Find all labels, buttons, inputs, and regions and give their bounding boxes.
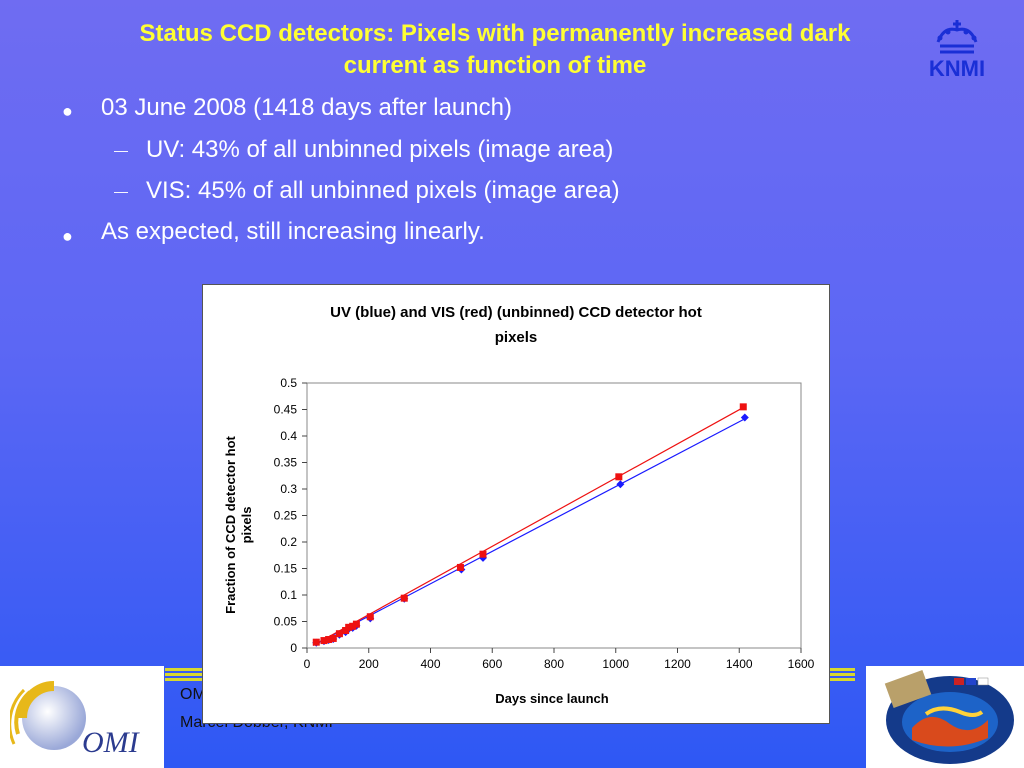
data-point-vis bbox=[366, 613, 374, 621]
data-point-uv bbox=[616, 480, 625, 489]
data-point-vis bbox=[739, 403, 747, 411]
omi-logo-text: OMI bbox=[82, 726, 139, 759]
data-point-vis bbox=[329, 634, 337, 642]
omi-logo: OMI bbox=[0, 666, 164, 768]
data-point-vis bbox=[615, 473, 623, 481]
bullet-marker: ● bbox=[62, 226, 73, 246]
trendline-uv bbox=[312, 417, 746, 646]
x-tick-label: 1400 bbox=[726, 657, 753, 671]
x-tick-label: 800 bbox=[544, 657, 564, 671]
slide-title: Status CCD detectors: Pixels with perman… bbox=[40, 18, 950, 82]
data-point-vis bbox=[400, 594, 408, 602]
data-point-vis bbox=[345, 623, 353, 631]
x-tick-label: 400 bbox=[420, 657, 440, 671]
data-point-vis bbox=[456, 563, 464, 571]
y-tick-label: 0.25 bbox=[274, 509, 298, 523]
sub-bullet-item: UV: 43% of all unbinned pixels (image ar… bbox=[146, 136, 614, 163]
chart-title-line2: pixels bbox=[495, 329, 538, 346]
bullet-item: 03 June 2008 (1418 days after launch) bbox=[101, 94, 512, 121]
y-tick-label: 0.1 bbox=[280, 588, 297, 602]
data-point-vis bbox=[335, 630, 343, 638]
y-tick-label: 0.45 bbox=[274, 403, 298, 417]
y-axis-label-line1: Fraction of CCD detector hot bbox=[223, 436, 238, 614]
omi-globe-icon bbox=[10, 681, 86, 750]
sub-bullet-marker: — bbox=[114, 142, 128, 158]
data-point-vis bbox=[312, 638, 320, 646]
y-tick-label: 0.4 bbox=[280, 429, 297, 443]
x-axis-label: Days since launch bbox=[495, 691, 608, 706]
y-tick-label: 0.3 bbox=[280, 482, 297, 496]
sub-bullet-marker: — bbox=[114, 183, 128, 199]
slide-title-line1: Status CCD detectors: Pixels with perman… bbox=[139, 20, 851, 47]
y-tick-label: 0 bbox=[290, 641, 297, 655]
data-point-vis bbox=[349, 622, 357, 630]
y-tick-label: 0.5 bbox=[280, 376, 297, 390]
data-point-vis bbox=[479, 550, 487, 558]
data-point-uv bbox=[740, 413, 749, 422]
eos-aura-mission-icon bbox=[884, 669, 1014, 764]
chart-canvas: UV (blue) and VIS (red) (unbinned) CCD d… bbox=[223, 304, 815, 706]
y-tick-label: 0.2 bbox=[280, 535, 297, 549]
x-tick-label: 0 bbox=[304, 657, 311, 671]
bullet-item: As expected, still increasing linearly. bbox=[101, 218, 485, 245]
hot-pixel-chart: UV (blue) and VIS (red) (unbinned) CCD d… bbox=[202, 284, 830, 724]
y-tick-label: 0.35 bbox=[274, 456, 298, 470]
bullet-marker: ● bbox=[62, 101, 73, 121]
chart-title-line1: UV (blue) and VIS (red) (unbinned) CCD d… bbox=[330, 304, 702, 321]
crown-icon bbox=[936, 20, 978, 54]
eos-aura-logo bbox=[866, 666, 1024, 768]
x-tick-label: 1600 bbox=[788, 657, 815, 671]
x-tick-label: 600 bbox=[482, 657, 502, 671]
data-point-vis bbox=[325, 636, 333, 644]
data-point-vis bbox=[320, 637, 328, 645]
sub-bullet-item: VIS: 45% of all unbinned pixels (image a… bbox=[146, 177, 620, 204]
knmi-logo-text: KNMI bbox=[928, 56, 986, 81]
trendline-vis bbox=[312, 405, 746, 646]
x-tick-label: 1000 bbox=[602, 657, 629, 671]
x-tick-label: 200 bbox=[359, 657, 379, 671]
y-tick-label: 0.15 bbox=[274, 562, 298, 576]
data-point-vis bbox=[352, 620, 360, 628]
y-tick-label: 0.05 bbox=[274, 615, 298, 629]
x-tick-label: 1200 bbox=[664, 657, 691, 671]
knmi-logo: KNMI bbox=[916, 16, 998, 81]
slide-title-line2: current as function of time bbox=[343, 52, 647, 79]
y-axis-label-line2: pixels bbox=[239, 507, 254, 544]
